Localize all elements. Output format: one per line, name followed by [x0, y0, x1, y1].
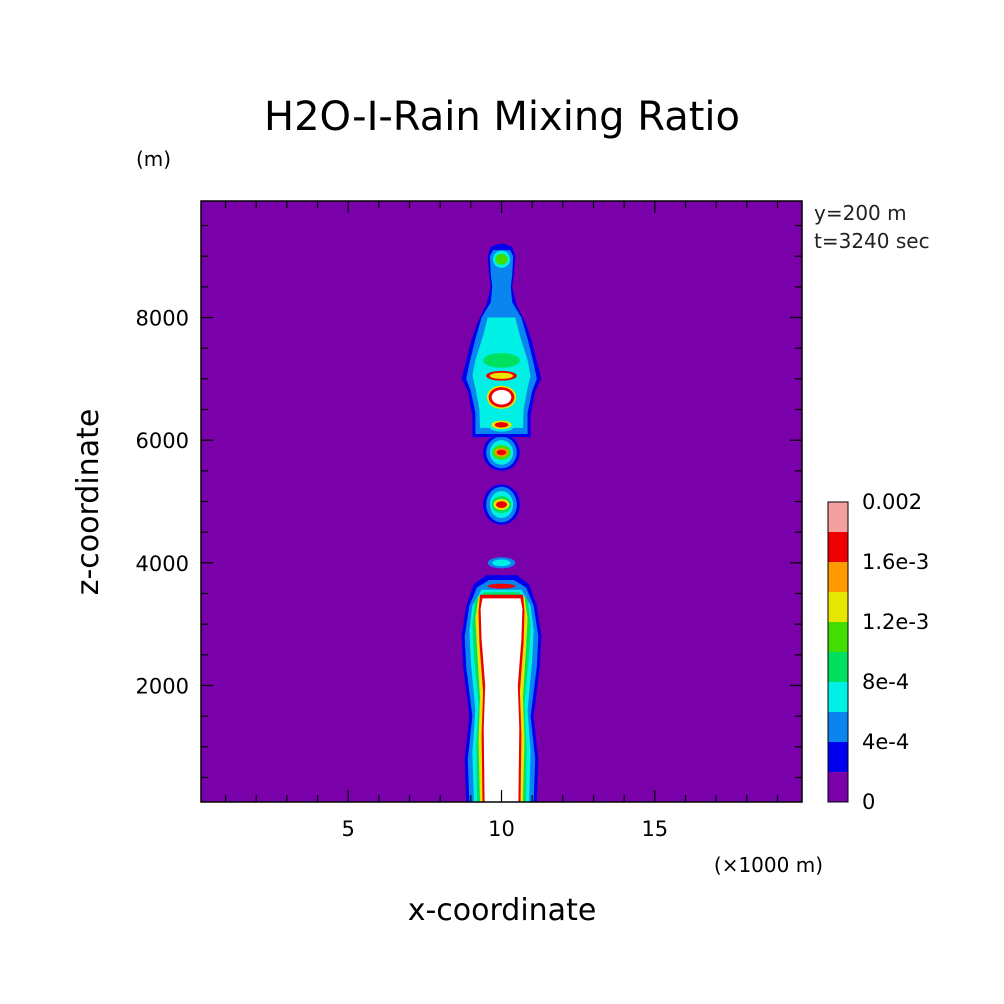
colorbar-swatch [828, 562, 848, 592]
colorbar-swatch [828, 532, 848, 562]
y-tick-label: 2000 [136, 674, 189, 698]
annotation-time: t=3240 sec [814, 229, 930, 253]
y-axis-ticks: 2000 4000 6000 8000 [136, 224, 802, 779]
colorbar-swatch [828, 712, 848, 742]
x-tick-label: 10 [488, 817, 515, 841]
x-axis-label: x-coordinate [408, 893, 597, 928]
colorbar-label: 0.002 [862, 490, 922, 514]
rain-blob-contour [492, 559, 511, 567]
x-unit-label: (×1000 m) [714, 853, 823, 877]
colorbar-label: 0 [862, 790, 875, 814]
y-axis-label: z-coordinate [71, 409, 106, 596]
y-tick-label: 8000 [136, 307, 189, 331]
x-tick-label: 5 [341, 817, 354, 841]
colorbar-swatch [828, 502, 848, 532]
y-tick-label: 6000 [136, 429, 189, 453]
contour-fields [461, 243, 542, 802]
annotation-y-position: y=200 m [814, 201, 907, 225]
rain-band-contour [487, 583, 516, 589]
rain-blob-contour [496, 449, 507, 456]
colorbar-label: 1.2e-3 [862, 610, 929, 634]
colorbar-swatch [828, 772, 848, 802]
cloud-top-contour [495, 253, 508, 265]
colorbar-frame [827, 501, 849, 803]
colorbar-label: 4e-4 [862, 730, 909, 754]
plot-area: 5 10 15 2000 4000 6000 8000 [136, 200, 803, 841]
x-tick-label: 15 [641, 817, 668, 841]
rain-blob-contour [495, 501, 508, 508]
rain-blob-contour [494, 422, 509, 428]
y-unit-label: (m) [136, 147, 171, 171]
colorbar-swatch [828, 622, 848, 652]
chart-title: H2O-I-Rain Mixing Ratio [264, 94, 740, 140]
colorbar-label: 8e-4 [862, 670, 909, 694]
colorbar-swatch [828, 742, 848, 772]
y-tick-label: 4000 [136, 552, 189, 576]
colorbar: 0 4e-4 8e-4 1.2e-3 1.6e-3 0.002 [827, 490, 929, 814]
rain-shaft-contour [480, 598, 523, 802]
rain-band-contour [489, 372, 514, 379]
colorbar-label: 1.6e-3 [862, 550, 929, 574]
colorbar-swatch [828, 592, 848, 622]
colorbar-swatch [828, 682, 848, 712]
colorbar-swatch [828, 652, 848, 682]
x-axis-ticks: 5 10 15 [224, 201, 779, 841]
rain-band-contour [483, 353, 520, 368]
rain-core-contour [491, 389, 512, 405]
